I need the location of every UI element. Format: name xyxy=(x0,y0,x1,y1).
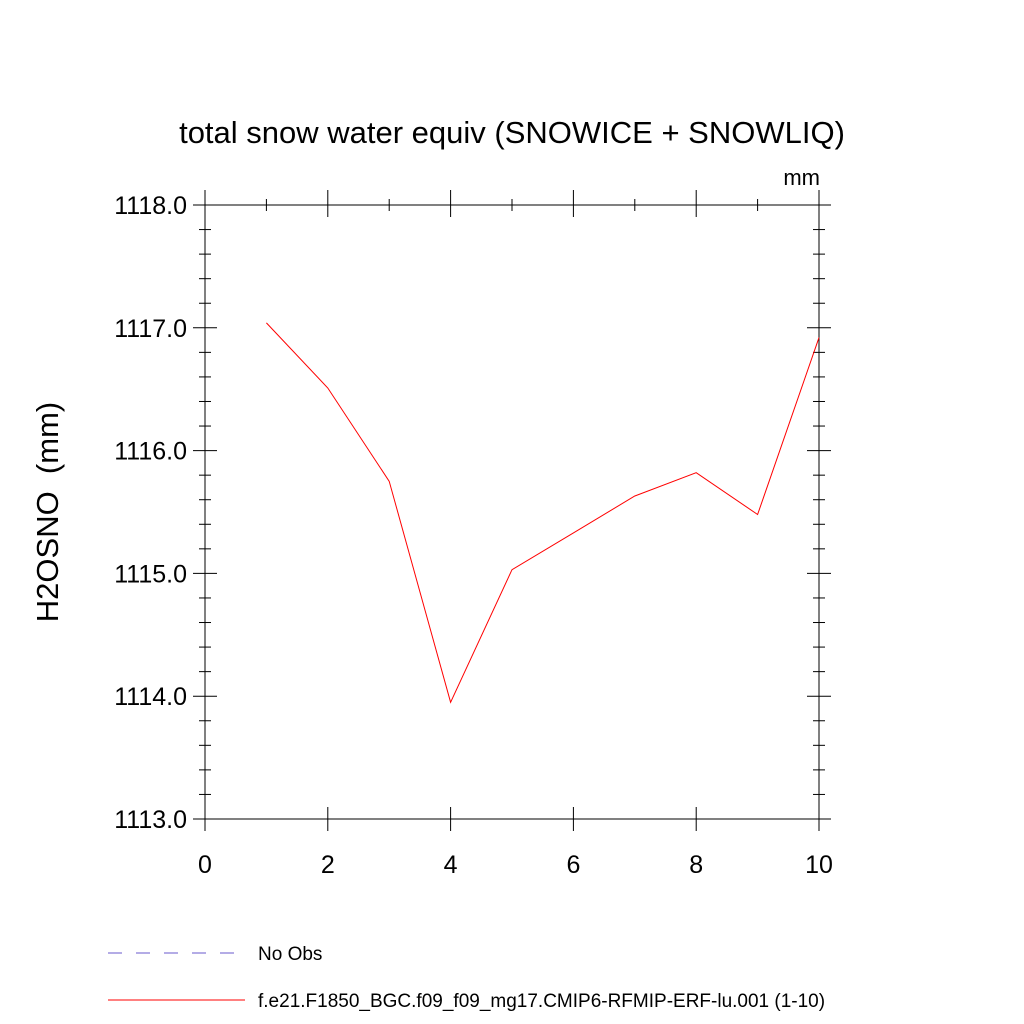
y-tick-label: 1117.0 xyxy=(114,315,187,343)
x-tick-label: 8 xyxy=(689,851,703,879)
x-tick-label: 6 xyxy=(566,851,580,879)
x-tick-label: 10 xyxy=(805,851,833,879)
legend-label-no-obs: No Obs xyxy=(258,944,322,965)
y-tick-label: 1113.0 xyxy=(114,806,187,834)
y-tick-label: 1118.0 xyxy=(114,192,187,220)
x-tick-label: 2 xyxy=(321,851,335,879)
series-layer xyxy=(266,322,820,704)
legend: No Obs f.e21.F1850_BGC.f09_f09_mg17.CMIP… xyxy=(108,944,825,1012)
series-line xyxy=(266,322,820,704)
y-tick-label: 1114.0 xyxy=(114,683,187,711)
legend-label-model-run: f.e21.F1850_BGC.f09_f09_mg17.CMIP6-RFMIP… xyxy=(258,991,825,1012)
y-tick-label: 1115.0 xyxy=(114,560,187,588)
units-label: mm xyxy=(783,165,820,190)
y-tick-label: 1116.0 xyxy=(114,438,187,466)
tick-labels: 0 2 4 6 8 10 1113.0 1114.0 1115.0 1116.0 1117.0 111… xyxy=(114,192,833,879)
x-tick-label: 0 xyxy=(198,851,212,879)
x-tick-label: 4 xyxy=(444,851,458,879)
plot-frame xyxy=(204,204,820,820)
chart-title: total snow water equiv (SNOWICE + SNOWLI… xyxy=(179,115,845,150)
y-axis-label: H2OSNO (mm) xyxy=(30,402,65,622)
axis-ticks xyxy=(193,190,831,831)
